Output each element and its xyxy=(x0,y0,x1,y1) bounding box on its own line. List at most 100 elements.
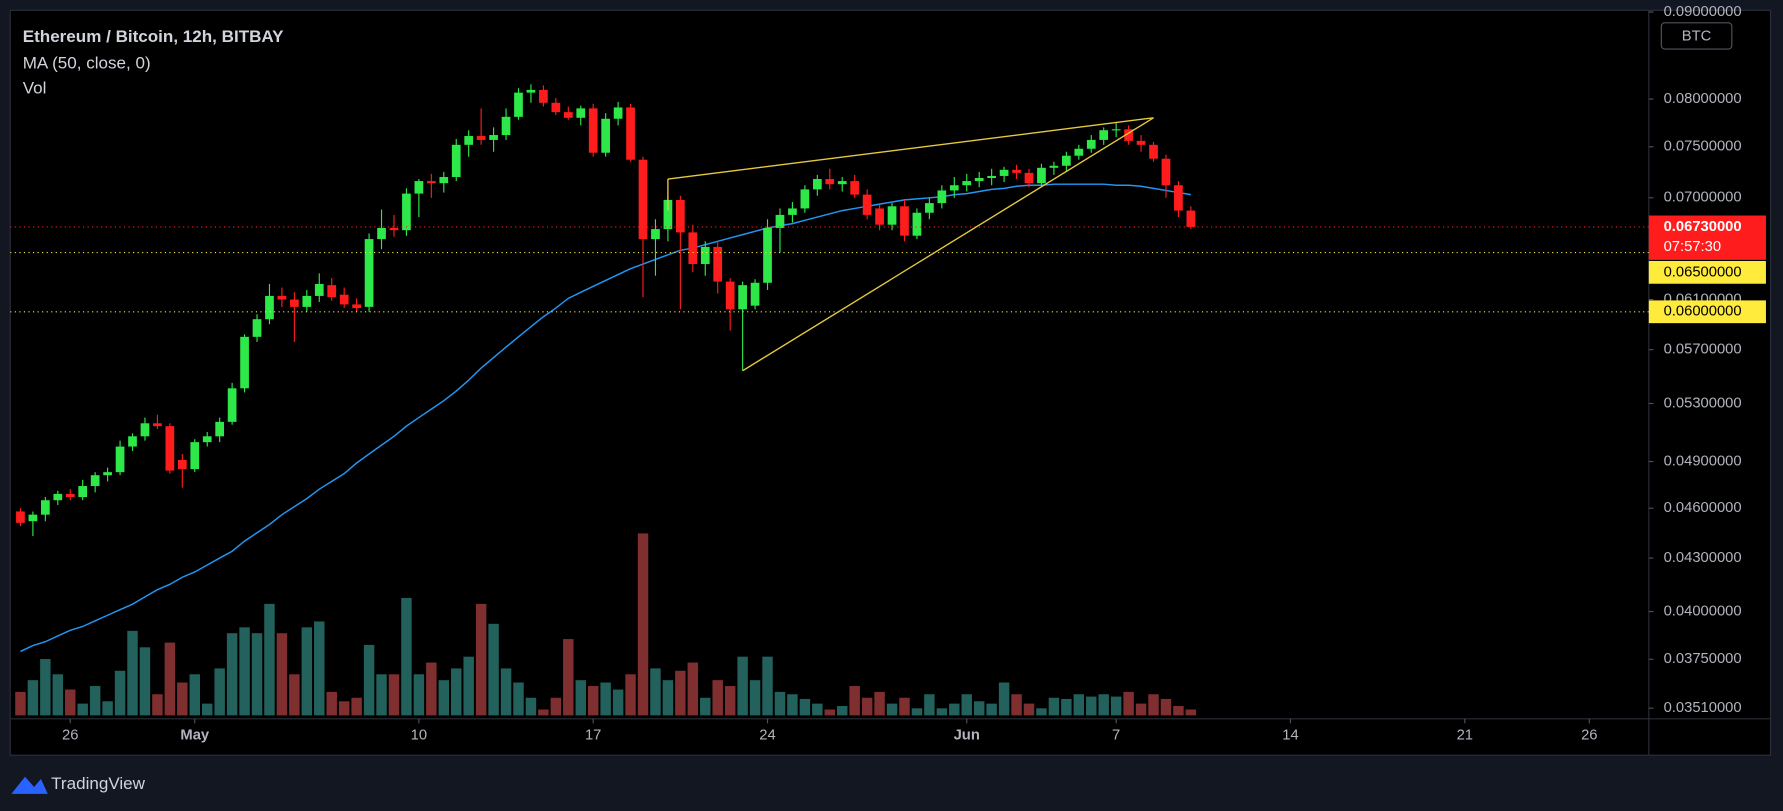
volume-bar xyxy=(812,703,823,716)
volume-bar xyxy=(40,659,51,716)
candle-body xyxy=(700,246,710,265)
candle-body xyxy=(949,185,959,191)
candle-body xyxy=(252,319,262,337)
volume-bar xyxy=(824,709,836,716)
candle-body xyxy=(352,304,361,309)
volume-bar xyxy=(1135,703,1147,716)
x-tick-label: May xyxy=(180,728,210,744)
volume-bar xyxy=(700,697,711,716)
candle-body xyxy=(887,206,897,225)
candle-body xyxy=(738,285,747,310)
y-tick-label: 0.09000000 xyxy=(1664,4,1742,20)
logo-icon[interactable] xyxy=(11,776,48,794)
candle-body xyxy=(16,511,25,523)
volume-bar xyxy=(799,698,811,716)
candle-body xyxy=(925,203,934,213)
candle-body xyxy=(90,475,100,487)
x-tick-label: 10 xyxy=(411,728,427,744)
volume-bar xyxy=(1061,698,1072,716)
candle-body xyxy=(750,282,760,306)
candle-body xyxy=(1086,139,1096,149)
volume-bar xyxy=(338,701,350,716)
candle-body xyxy=(78,486,88,498)
volume-bar xyxy=(911,708,923,716)
volume-bar xyxy=(563,639,574,716)
y-tick-label: 0.04900000 xyxy=(1664,453,1742,469)
candle-body xyxy=(53,493,63,501)
line-price-box xyxy=(1648,260,1766,284)
volume-bar xyxy=(1036,708,1047,716)
candle-body xyxy=(812,179,822,190)
volume-bar xyxy=(749,680,761,716)
candle-body xyxy=(1174,185,1183,211)
ma-line xyxy=(20,183,1191,653)
volume-bar xyxy=(998,682,1010,716)
volume-bar xyxy=(612,689,624,716)
volume-bar xyxy=(77,703,88,716)
volume-bar xyxy=(650,668,661,716)
volume-bar xyxy=(1110,696,1122,716)
candle-body xyxy=(414,181,424,194)
volume-bar xyxy=(737,656,748,716)
line-price-label: 0.06000000 xyxy=(1664,304,1742,320)
candle-body xyxy=(1136,140,1146,145)
candle-body xyxy=(713,246,723,282)
candle-body xyxy=(613,107,623,119)
volume-bar xyxy=(587,686,599,716)
y-tick-label: 0.07500000 xyxy=(1664,139,1742,155)
volume-bar xyxy=(314,621,325,716)
x-tick-label: 17 xyxy=(585,728,601,744)
candle-body xyxy=(377,227,386,240)
currency-label[interactable]: BTC xyxy=(1682,28,1712,44)
y-tick-label: 0.05700000 xyxy=(1664,342,1742,358)
volume-bar xyxy=(189,674,200,716)
volume-bar xyxy=(239,627,250,716)
brand-name[interactable]: TradingView xyxy=(51,774,145,793)
x-tick-label: Jun xyxy=(954,728,980,744)
tradingview-logo[interactable]: TradingView xyxy=(11,774,146,794)
volume-bar xyxy=(201,703,213,716)
currency-badge[interactable] xyxy=(1660,22,1733,50)
candle-body xyxy=(327,285,337,298)
candle-body xyxy=(1049,165,1059,168)
volume-bar xyxy=(363,644,375,716)
candle-body xyxy=(426,181,436,184)
candle-body xyxy=(875,208,884,225)
volume-bar xyxy=(986,703,997,716)
candle-body xyxy=(514,92,523,117)
y-tick-label: 0.04600000 xyxy=(1664,500,1742,516)
y-tick-label: 0.08000000 xyxy=(1664,91,1742,107)
volume-bar xyxy=(861,697,873,716)
candle-body xyxy=(40,500,50,515)
volume-bar xyxy=(662,680,674,716)
candle-body xyxy=(389,227,399,231)
candle-body xyxy=(974,178,984,182)
candle-body xyxy=(1186,210,1196,227)
volume-bar xyxy=(27,680,39,716)
candle-body xyxy=(190,442,200,470)
volume-bar xyxy=(961,694,972,716)
candle-body xyxy=(676,199,685,233)
volume-bar xyxy=(438,680,450,716)
y-tick-label: 0.05300000 xyxy=(1664,395,1742,411)
volume-bar xyxy=(886,703,898,716)
volume-bar xyxy=(214,668,225,716)
x-tick-label: 14 xyxy=(1282,728,1298,744)
candle-body xyxy=(526,89,536,93)
volume-bar xyxy=(1086,696,1097,716)
candle-body xyxy=(265,295,274,320)
candle-body xyxy=(999,169,1009,176)
candle-body xyxy=(651,229,660,240)
ma-legend: MA (50, close, 0) xyxy=(23,53,151,72)
volume-bar xyxy=(1123,691,1134,716)
candle-body xyxy=(1061,155,1071,166)
volume-bar xyxy=(226,633,238,716)
candle-body xyxy=(862,194,872,215)
candle-body xyxy=(364,239,374,307)
volume-bar xyxy=(426,662,437,716)
volume-bar xyxy=(936,708,948,716)
volume-bar xyxy=(762,656,773,716)
candle-body xyxy=(837,181,847,185)
y-tick-label: 0.03510000 xyxy=(1664,700,1742,716)
candle-body xyxy=(725,281,735,310)
